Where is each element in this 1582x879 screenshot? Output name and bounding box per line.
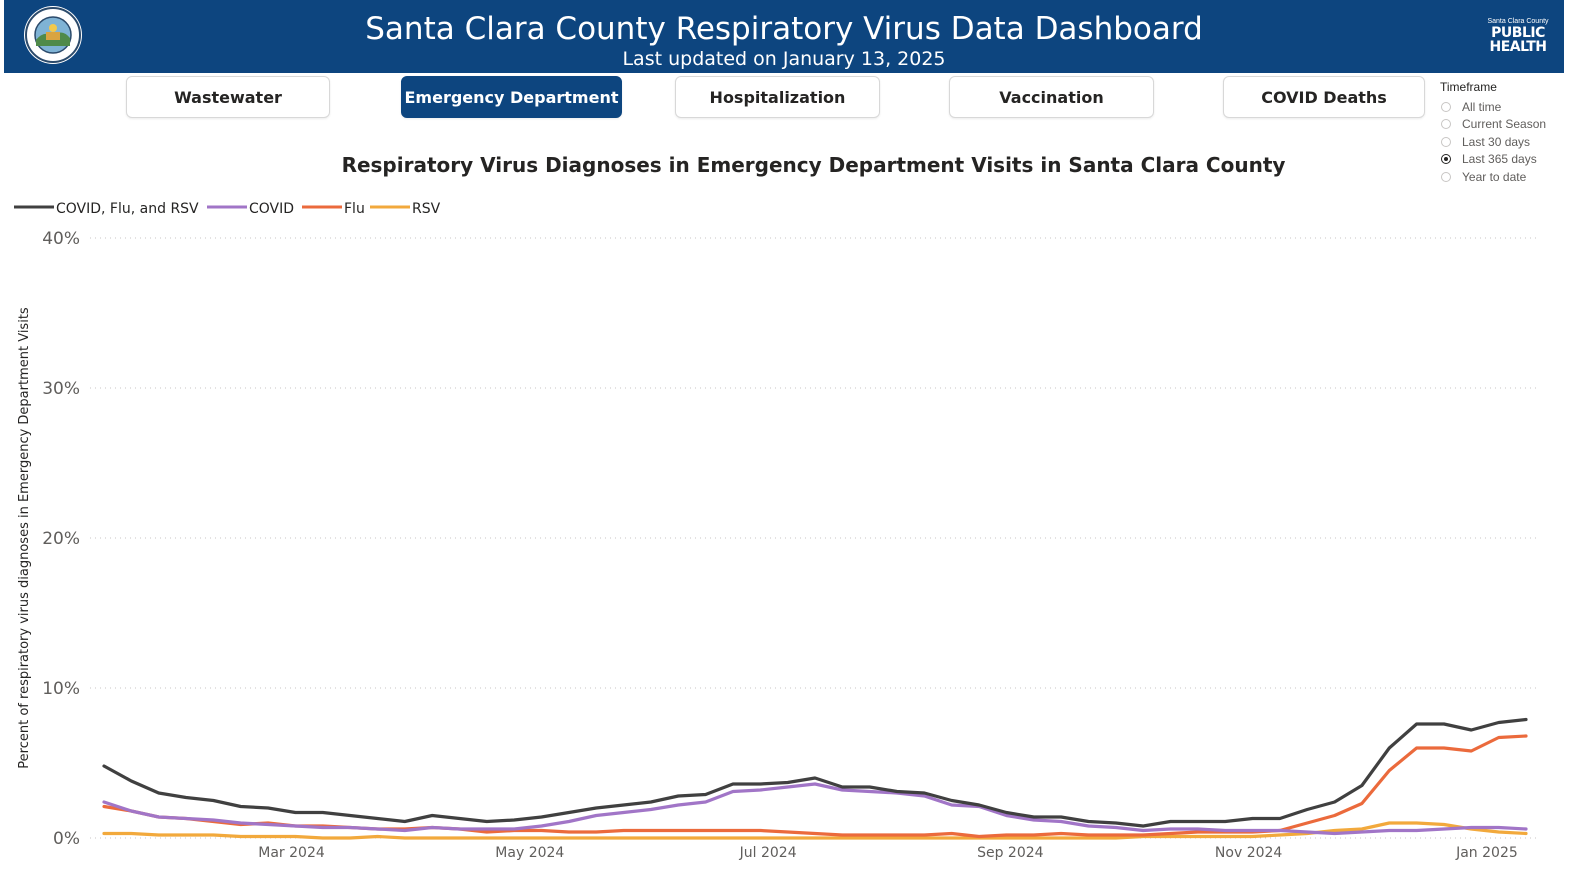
timeframe-option-year-to-date[interactable]: Year to date — [1440, 168, 1570, 186]
timeframe-slicer: Timeframe All time Current Season Last 3… — [1440, 80, 1570, 186]
radio-selected-icon[interactable] — [1441, 154, 1451, 165]
radio-icon[interactable] — [1441, 101, 1451, 112]
legend-item-combined-label: COVID, Flu, and RSV — [56, 201, 199, 217]
tab-hospitalization[interactable]: Hospitalization — [675, 76, 880, 118]
radio-icon[interactable] — [1441, 171, 1451, 182]
timeframe-option-label: Last 30 days — [1462, 134, 1531, 149]
series-line-flu — [102, 734, 1528, 839]
y-tick-label: 40% — [42, 229, 80, 249]
y-tick-label: 0% — [53, 829, 80, 849]
timeframe-option-last-30-days[interactable]: Last 30 days — [1440, 133, 1570, 151]
timeframe-option-label: All time — [1462, 99, 1502, 114]
x-tick-label: Mar 2024 — [258, 845, 325, 861]
timeframe-option-last-365-days[interactable]: Last 365 days — [1440, 151, 1570, 169]
x-tick-label: May 2024 — [495, 845, 564, 861]
timeframe-option-label: Last 365 days — [1462, 152, 1537, 167]
legend-item-flu-label: Flu — [344, 201, 365, 217]
county-seal-logo — [24, 6, 82, 64]
legend-item-covid-label: COVID — [249, 201, 294, 217]
tab-emergency-department[interactable]: Emergency Department — [401, 76, 622, 118]
y-tick-label: 30% — [42, 379, 80, 399]
radio-icon[interactable] — [1441, 136, 1451, 147]
ph-logo-line3: HEALTH — [1489, 39, 1548, 55]
timeframe-option-label: Current Season — [1462, 117, 1547, 132]
y-tick-label: 20% — [42, 529, 80, 549]
x-tick-label: Jul 2024 — [739, 845, 797, 861]
ph-logo-line1: Santa Clara County — [1487, 18, 1549, 25]
series-line-covid — [102, 782, 1528, 836]
tab-covid-deaths[interactable]: COVID Deaths — [1223, 76, 1425, 118]
y-axis-label: Percent of respiratory virus diagnoses i… — [17, 307, 32, 769]
last-updated: Last updated on January 13, 2025 — [622, 48, 946, 70]
x-tick-label: Nov 2024 — [1215, 845, 1282, 861]
y-tick-label: 10% — [42, 679, 80, 699]
legend-item-rsv-label: RSV — [412, 201, 441, 217]
header-bar: Santa Clara County Respiratory Virus Dat… — [4, 0, 1564, 73]
x-tick-label: Sep 2024 — [977, 845, 1044, 861]
dashboard-title: Santa Clara County Respiratory Virus Dat… — [365, 11, 1203, 47]
timeframe-option-all-time[interactable]: All time — [1440, 98, 1570, 116]
tab-vaccination[interactable]: Vaccination — [949, 76, 1154, 118]
x-tick-label: Jan 2025 — [1455, 845, 1518, 861]
chart-title: Respiratory Virus Diagnoses in Emergency… — [341, 153, 1286, 177]
series-line-combined — [102, 717, 1528, 828]
ph-logo-line2: PUBLIC — [1491, 25, 1545, 41]
series-line-rsv — [102, 821, 1528, 840]
tab-wastewater[interactable]: Wastewater — [126, 76, 330, 118]
timeframe-option-current-season[interactable]: Current Season — [1440, 116, 1570, 134]
public-health-logo: Santa Clara County PUBLIC HEALTH — [1480, 18, 1556, 58]
timeframe-label: Timeframe — [1440, 80, 1497, 94]
radio-icon[interactable] — [1441, 119, 1451, 130]
timeframe-option-label: Year to date — [1462, 169, 1527, 184]
